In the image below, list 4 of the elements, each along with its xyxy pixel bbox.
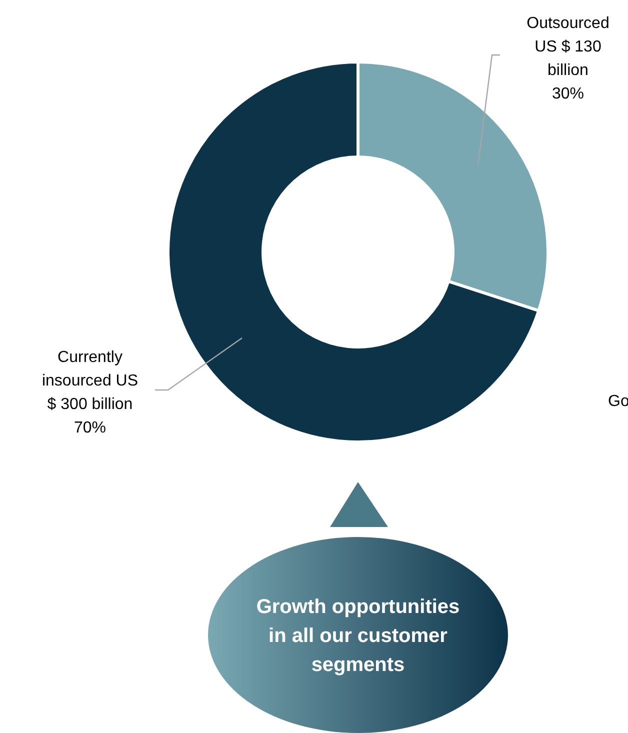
slice-label: Currently insourced US $ 300 billion 70% (42, 349, 138, 436)
text: Growth opportunities in all our customer segments (256, 596, 460, 676)
slice-label: Outsourced (526, 15, 610, 32)
data-label: US $ 130 billion 30% (534, 38, 602, 102)
